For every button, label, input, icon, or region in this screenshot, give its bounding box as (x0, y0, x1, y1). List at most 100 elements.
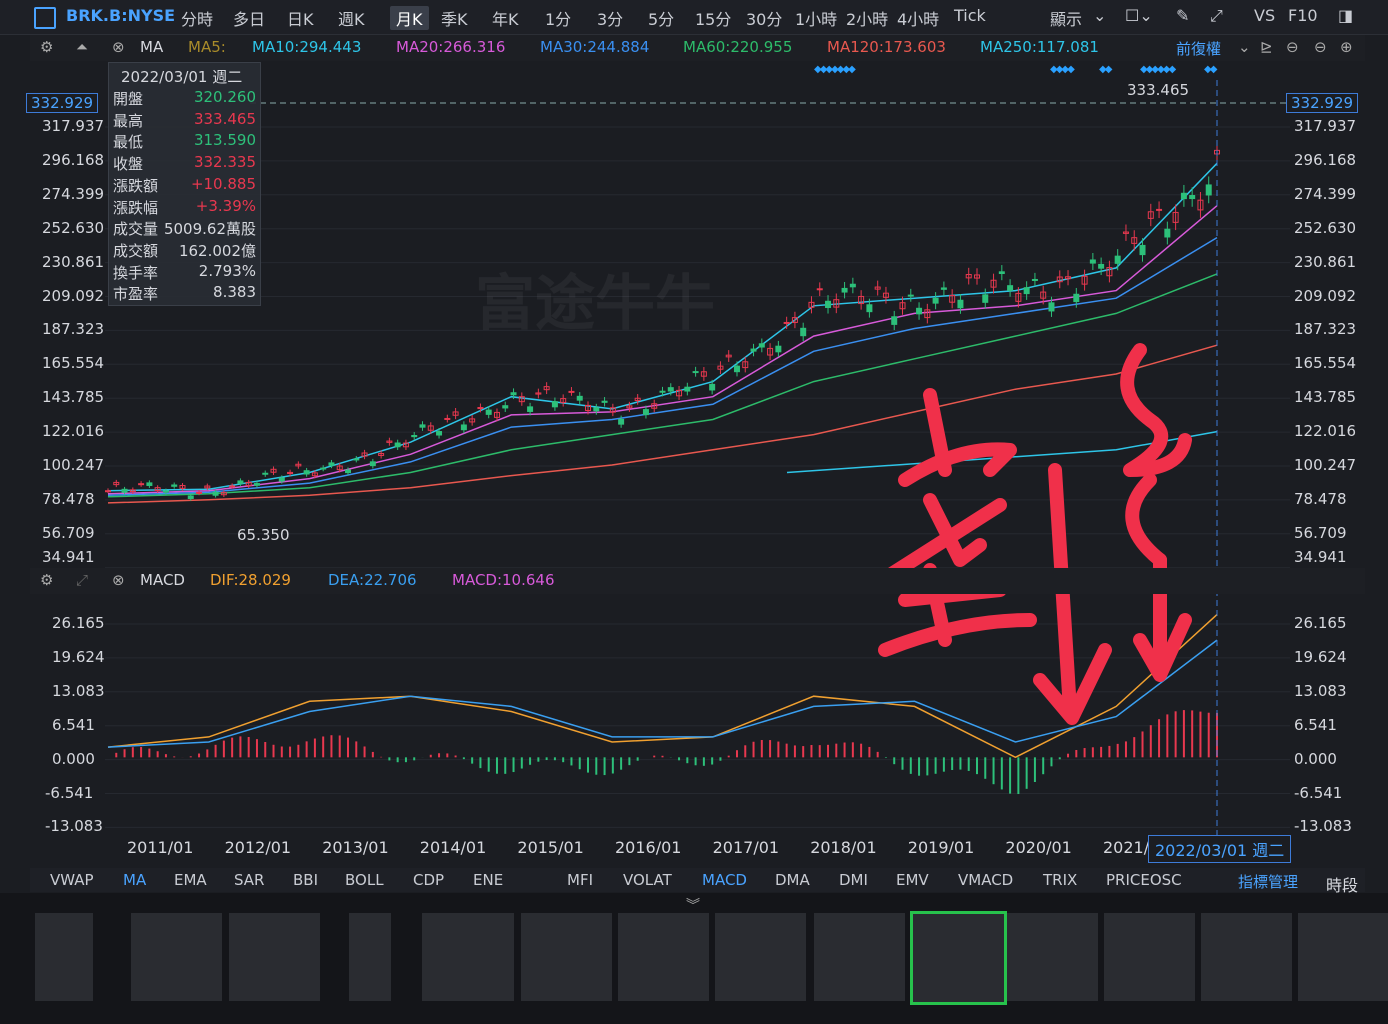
indicator-tab-ene[interactable]: ENE (473, 871, 504, 889)
timeframe-3[interactable]: 週K (338, 10, 365, 29)
indicator-tab-macd[interactable]: MACD (702, 871, 747, 889)
chevron-double-down-icon[interactable]: ︾ (686, 898, 700, 914)
chart-style-icon[interactable]: ☐⌄ (1125, 6, 1153, 25)
event-markers[interactable]: ◆◆◆◆◆◆◆ (814, 64, 856, 75)
eye-icon[interactable]: ⏶ (76, 38, 89, 56)
candle-body (220, 492, 227, 496)
indicator-tab-trix[interactable]: TRIX (1043, 871, 1078, 889)
candle-body (543, 386, 550, 391)
timeframe-2[interactable]: 日K (287, 10, 314, 29)
candle-body (998, 271, 1005, 275)
indicator-tab-bbi[interactable]: BBI (293, 871, 319, 889)
thumbnail[interactable] (814, 913, 905, 1001)
chevron-down-icon[interactable]: ⌄ (1093, 6, 1107, 25)
macd-tick: -13.083 (1294, 817, 1352, 836)
indicator-tab-boll[interactable]: BOLL (345, 871, 384, 889)
macd-lines (107, 614, 1218, 759)
timeframe-5[interactable]: 季K (441, 10, 468, 29)
timeframe-1[interactable]: 多日 (233, 10, 266, 29)
candle-body (957, 299, 964, 309)
display-menu[interactable]: 顯示 (1050, 10, 1083, 29)
macd-selector[interactable]: MACD (140, 571, 185, 589)
event-markers[interactable]: ◆◆ (1099, 64, 1112, 75)
thumbnail[interactable] (1104, 913, 1195, 1001)
vs-button[interactable]: VS (1254, 6, 1276, 25)
chart-settings-icon[interactable]: ⊵ (1260, 38, 1273, 56)
indicator-tab-mfi[interactable]: MFI (567, 871, 593, 889)
timeframe-0[interactable]: 分時 (181, 10, 214, 29)
indicator-manage-button[interactable]: 指標管理 (1238, 873, 1299, 891)
zoom-in-icon[interactable]: ⊕ (1340, 38, 1353, 56)
timeframe-9[interactable]: 5分 (648, 10, 675, 29)
timeframe-15[interactable]: Tick (954, 6, 986, 25)
gear-icon[interactable]: ⚙ (40, 571, 54, 589)
popup-key: 最高 (113, 111, 144, 130)
indicator-tab-cdp[interactable]: CDP (413, 871, 445, 889)
ma-selector[interactable]: MA (140, 38, 164, 56)
indicator-tab-ma[interactable]: MA (123, 871, 147, 889)
indicator-tab-ema[interactable]: EMA (174, 871, 207, 889)
candle-body (361, 452, 368, 457)
indicator-tab-dma[interactable]: DMA (775, 871, 810, 889)
candle-body (1015, 292, 1022, 302)
thumbnail[interactable] (349, 913, 391, 1001)
thumbnail[interactable] (1298, 913, 1388, 1001)
event-markers[interactable]: ◆◆◆◆◆◆ (1140, 64, 1176, 75)
gear-icon[interactable]: ⚙ (40, 38, 54, 56)
adjust-selector[interactable]: 前復權 (1176, 40, 1222, 58)
candle-body (568, 390, 575, 393)
timeframe-8[interactable]: 3分 (597, 10, 624, 29)
indicator-tab-volat[interactable]: VOLAT (623, 871, 672, 889)
timeframe-12[interactable]: 1小時 (795, 10, 838, 29)
thumbnail[interactable] (422, 913, 514, 1001)
indicator-tab-dmi[interactable]: DMI (839, 871, 868, 889)
candle-body (783, 321, 790, 324)
candle-body (196, 491, 203, 494)
timeframe-6[interactable]: 年K (492, 10, 519, 29)
timeframe-4[interactable]: 月K (390, 6, 429, 30)
close-icon[interactable]: ⊗ (112, 38, 125, 56)
collapse-icon[interactable]: ⊖ (1286, 38, 1299, 56)
draw-pen-icon[interactable]: ✎ (1176, 6, 1190, 25)
thumbnail[interactable] (1201, 913, 1292, 1001)
event-markers[interactable]: ◆◆◆◆ (1050, 64, 1075, 75)
candle-body (460, 424, 467, 431)
expand-icon[interactable]: ⤢ (76, 571, 89, 589)
thumbnail[interactable] (521, 913, 612, 1001)
thumbnail[interactable] (229, 913, 320, 1001)
price-tick: 274.399 (1294, 184, 1357, 203)
zoom-out-icon[interactable]: ⊖ (1314, 38, 1327, 56)
macd-value-label: MACD:10.646 (452, 571, 555, 589)
timeframe-13[interactable]: 2小時 (846, 10, 889, 29)
timeframe-11[interactable]: 30分 (746, 10, 783, 29)
timeframe-14[interactable]: 4小時 (897, 10, 940, 29)
price-tick: 252.630 (1294, 218, 1357, 237)
thumbnail[interactable] (35, 913, 93, 1001)
chevron-down-icon[interactable]: ⌄ (1238, 38, 1251, 56)
thumbnail[interactable] (910, 911, 1007, 1005)
period-button[interactable]: 時段 (1326, 876, 1359, 895)
thumbnail[interactable] (1007, 913, 1098, 1001)
thumbnail[interactable] (715, 913, 806, 1001)
series-ma30 (107, 236, 1218, 497)
thumbnail[interactable] (618, 913, 709, 1001)
candle-body (154, 487, 161, 491)
time-tick: 2020/01 (1005, 838, 1072, 857)
macd-tick: 0.000 (1294, 749, 1337, 768)
close-icon[interactable]: ⊗ (112, 571, 125, 589)
timeframe-7[interactable]: 1分 (545, 10, 572, 29)
indicator-tab-sar[interactable]: SAR (234, 871, 265, 889)
indicator-tab-emv[interactable]: EMV (896, 871, 929, 889)
indicator-tab-vwap[interactable]: VWAP (50, 871, 94, 889)
fullscreen-icon[interactable]: ⤢ (1210, 6, 1223, 25)
indicator-tab-priceosc[interactable]: PRICEOSC (1106, 871, 1182, 889)
popup-value: 313.590 (193, 131, 256, 150)
f10-button[interactable]: F10 (1288, 6, 1318, 25)
sidebar-toggle-icon[interactable] (34, 7, 56, 29)
event-markers[interactable]: ◆◆ (1204, 64, 1217, 75)
indicator-tab-vmacd[interactable]: VMACD (958, 871, 1014, 889)
timeframe-10[interactable]: 15分 (695, 10, 732, 29)
thumbnail[interactable] (131, 913, 222, 1001)
panel-toggle-icon[interactable]: ◨ (1338, 6, 1354, 25)
candle-body (469, 418, 476, 423)
